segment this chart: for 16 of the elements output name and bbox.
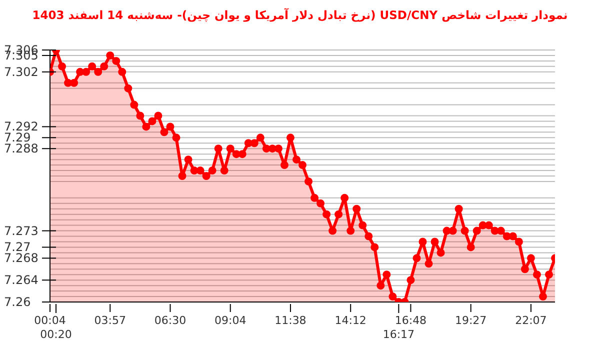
x-tick-label: 11:38: [274, 314, 306, 327]
x-tick-label: 14:12: [334, 314, 366, 327]
chart-title: نمودار تغییرات شاخص USD/CNY (نرخ تبادل دلار آمریکا و یوان چین)- سه‌شنبه 14 اسفند 1403: [31, 8, 569, 22]
y-tick-label: 7.264: [4, 273, 38, 288]
x-tick-label: 00:20: [40, 328, 72, 341]
y-tick-label: 7.273: [4, 224, 38, 238]
y-tick-label: 7.302: [4, 64, 38, 79]
x-tick-label: 00:04: [34, 314, 66, 327]
x-tick-label: 03:57: [94, 314, 126, 327]
x-tick-label: 16:17: [382, 328, 415, 341]
x-tick-label: 16:48: [394, 314, 427, 327]
y-tick-label: 7.26: [4, 295, 31, 309]
x-tick-label: 22:07: [515, 314, 547, 327]
x-tick-label: 06:30: [154, 314, 186, 327]
x-tick-label: 19:27: [454, 314, 487, 327]
x-tick-label: 09:04: [214, 314, 246, 327]
